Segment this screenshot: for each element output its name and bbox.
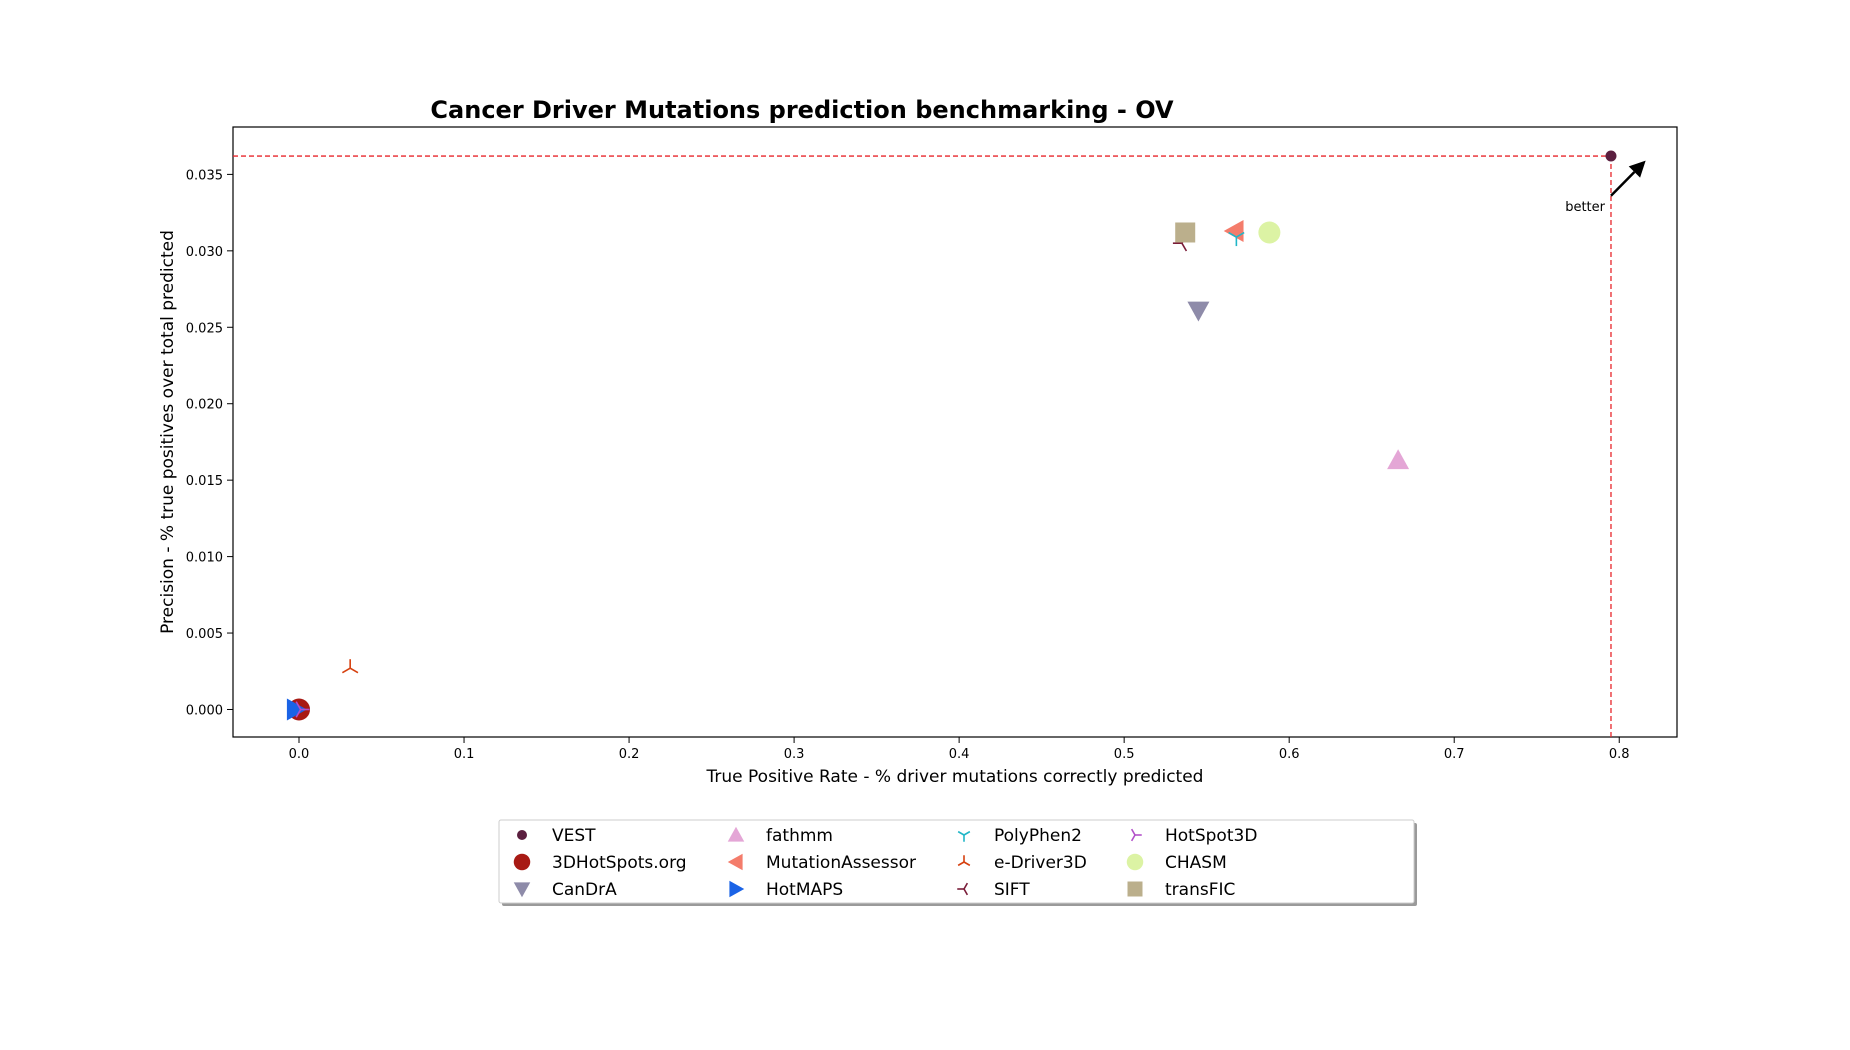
x-axis: 0.0 0.1 0.2 0.3 0.4 0.5 0.6 0.7 0.8: [289, 737, 1630, 762]
annotation-arrowhead: [1628, 160, 1646, 178]
legend-label-polyphen2: PolyPhen2: [994, 826, 1082, 846]
legend-label-vest: VEST: [552, 826, 596, 846]
y-axis: 0.000 0.005 0.010 0.015 0.020 0.025 0.030 0.035: [186, 168, 233, 718]
legend-marker-e-driver3d: [957, 855, 971, 867]
legend-marker-hotspot3d: [1130, 828, 1142, 842]
reference-lines: [233, 155, 1612, 737]
legend-label-chasm: CHASM: [1165, 853, 1227, 873]
y-tick-label: 0.010: [186, 551, 223, 566]
x-tick-label: 0.6: [1279, 747, 1300, 762]
x-tick-label: 0.1: [454, 747, 475, 762]
point-candra: [1187, 301, 1210, 322]
point-chasm: [1258, 221, 1281, 244]
x-axis-label: True Positive Rate - % driver mutations …: [706, 767, 1204, 787]
x-tick-label: 0.7: [1444, 747, 1465, 762]
y-tick-label: 0.030: [186, 245, 223, 260]
legend-label-3dhotspots-org: 3DHotSpots.org: [552, 853, 687, 873]
legend-marker-fathmm: [727, 826, 745, 842]
y-tick-label: 0.005: [186, 627, 223, 642]
point-vest: [1605, 150, 1617, 162]
legend: VEST 3DHotSpots.org CanDrA fathmm MutationAs…: [498, 819, 1417, 906]
legend-label-transfic: transFIC: [1165, 880, 1235, 900]
legend-marker-candra: [513, 882, 531, 898]
point-hotspot3d: [295, 701, 310, 718]
legend-marker-chasm: [1126, 853, 1144, 871]
x-tick-label: 0.8: [1609, 747, 1630, 762]
y-tick-label: 0.015: [186, 474, 223, 489]
point-transfic: [1175, 222, 1196, 243]
legend-marker-mutationassessor: [727, 853, 743, 871]
x-tick-label: 0.3: [784, 747, 805, 762]
chart-title: Cancer Driver Mutations prediction bench…: [430, 96, 1174, 124]
legend-marker-transfic: [1127, 881, 1143, 897]
legend-marker-sift: [957, 882, 969, 896]
x-tick-label: 0.5: [1114, 747, 1135, 762]
legend-label-e-driver3d: e-Driver3D: [994, 853, 1087, 873]
legend-label-sift: SIFT: [994, 880, 1030, 900]
point-mutationassessor: [1223, 219, 1244, 242]
legend-marker-polyphen2: [957, 830, 971, 842]
point-e-driver3d: [341, 659, 359, 674]
legend-marker-hotmaps: [729, 880, 745, 898]
point-polyphen2: [1228, 231, 1245, 247]
y-tick-label: 0.035: [186, 168, 223, 183]
legend-marker-3dhotspots-org: [513, 853, 531, 871]
x-tick-label: 0.2: [619, 747, 640, 762]
point-fathmm: [1387, 449, 1410, 470]
y-tick-label: 0.000: [186, 703, 223, 718]
better-annotation: better: [1565, 160, 1646, 215]
point-hotmaps: [286, 698, 307, 721]
legend-frame: [498, 819, 1415, 904]
legend-label-hotspot3d: HotSpot3D: [1165, 826, 1257, 846]
x-tick-label: 0.4: [949, 747, 970, 762]
plot-area: [232, 126, 1678, 738]
annotation-label: better: [1565, 200, 1605, 215]
legend-label-candra: CanDrA: [552, 880, 617, 900]
y-tick-label: 0.020: [186, 398, 223, 413]
annotation-arrow-shaft: [1610, 171, 1636, 197]
legend-marker-vest: [517, 830, 527, 840]
legend-label-mutationassessor: MutationAssessor: [766, 853, 916, 873]
legend-label-hotmaps: HotMAPS: [766, 880, 843, 900]
x-tick-label: 0.0: [289, 747, 310, 762]
y-tick-label: 0.025: [186, 321, 223, 336]
legend-label-fathmm: fathmm: [766, 826, 833, 846]
data-points: [286, 150, 1617, 721]
y-axis-label: Precision - % true positives over total …: [158, 230, 178, 634]
